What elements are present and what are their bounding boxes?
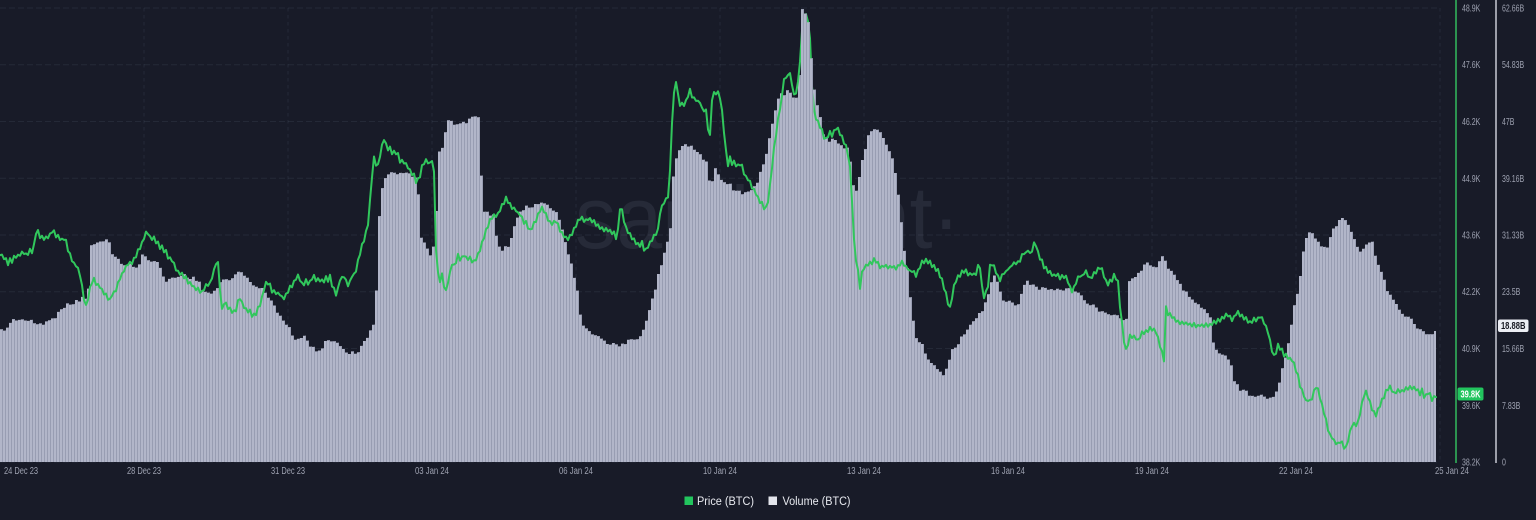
svg-text:38.2K: 38.2K: [1462, 458, 1481, 469]
svg-text:31 Dec 23: 31 Dec 23: [271, 466, 305, 477]
svg-text:24 Dec 23: 24 Dec 23: [4, 466, 38, 477]
svg-text:39.6K: 39.6K: [1462, 401, 1481, 412]
svg-text:28 Dec 23: 28 Dec 23: [127, 466, 161, 477]
svg-text:06 Jan 24: 06 Jan 24: [559, 466, 593, 477]
svg-text:44.9K: 44.9K: [1462, 174, 1481, 185]
svg-text:Price (BTC): Price (BTC): [697, 496, 754, 508]
svg-text:10 Jan 24: 10 Jan 24: [703, 466, 737, 477]
svg-text:47B: 47B: [1502, 117, 1515, 128]
svg-text:40.9K: 40.9K: [1462, 344, 1481, 355]
svg-text:62.66B: 62.66B: [1502, 4, 1524, 15]
svg-text:25 Jan 24: 25 Jan 24: [1435, 466, 1469, 477]
svg-text:31.33B: 31.33B: [1502, 231, 1524, 242]
svg-text:43.6K: 43.6K: [1462, 231, 1481, 242]
svg-text:48.9K: 48.9K: [1462, 4, 1481, 15]
svg-text:Volume (BTC): Volume (BTC): [783, 496, 851, 508]
svg-text:46.2K: 46.2K: [1462, 117, 1481, 128]
svg-text:39.8K: 39.8K: [1461, 389, 1482, 400]
svg-text:54.83B: 54.83B: [1502, 60, 1524, 71]
svg-text:0: 0: [1502, 458, 1506, 469]
svg-text:19 Jan 24: 19 Jan 24: [1135, 466, 1169, 477]
svg-text:42.2K: 42.2K: [1462, 287, 1481, 298]
svg-text:47.6K: 47.6K: [1462, 60, 1481, 71]
svg-text:16 Jan 24: 16 Jan 24: [991, 466, 1025, 477]
svg-text:15.66B: 15.66B: [1502, 344, 1524, 355]
svg-text:39.16B: 39.16B: [1502, 174, 1524, 185]
svg-text:22 Jan 24: 22 Jan 24: [1279, 466, 1313, 477]
svg-text:03 Jan 24: 03 Jan 24: [415, 466, 449, 477]
svg-text:18.88B: 18.88B: [1501, 321, 1526, 332]
svg-text:7.83B: 7.83B: [1502, 401, 1521, 412]
svg-text:13 Jan 24: 13 Jan 24: [847, 466, 881, 477]
svg-text:23.5B: 23.5B: [1502, 287, 1521, 298]
